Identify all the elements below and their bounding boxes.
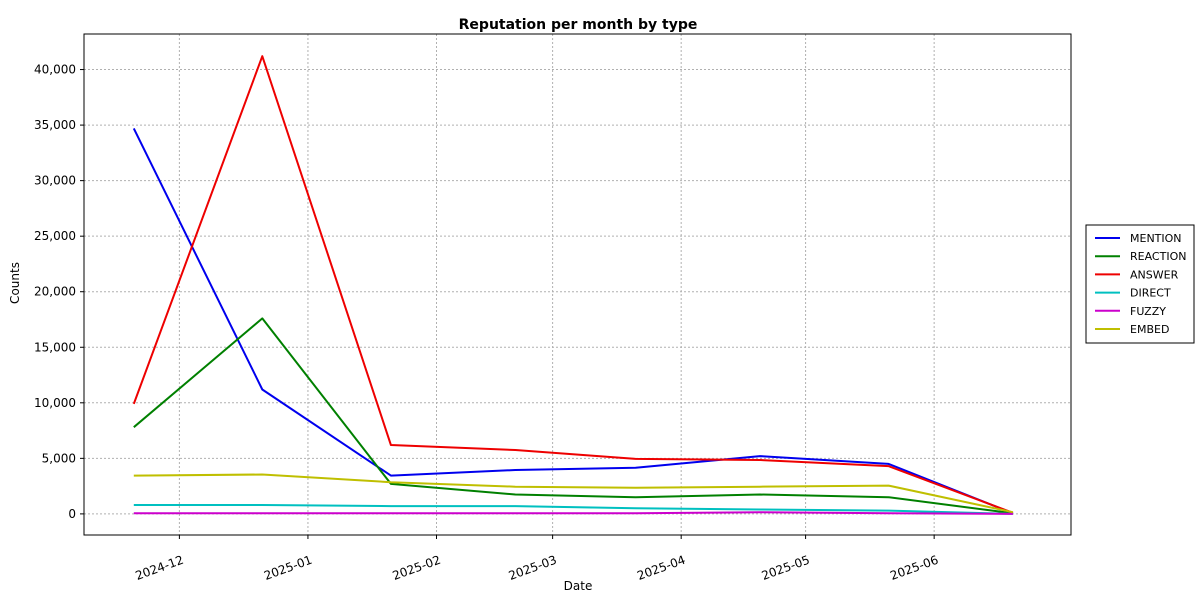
x-axis-ticks: 2024-12 2025-01 2025-02 2025-03 2025-04 2025-… [134, 535, 940, 583]
x-tick-label: 2025-02 [391, 553, 443, 583]
legend-label-direct: DIRECT [1130, 287, 1171, 300]
y-tick-label: 10,000 [34, 396, 76, 410]
legend-label-embed: EMBED [1130, 323, 1169, 336]
series-line-answer [132, 55, 1014, 514]
legend-label-mention: MENTION [1130, 232, 1182, 245]
y-axis-ticks: 0 5,000 10,000 15,000 20,000 25,000 30,000 35,0… [34, 63, 84, 521]
series-line-reaction [133, 317, 1014, 515]
x-axis-label: Date [564, 579, 593, 593]
y-axis-label: Counts [8, 262, 22, 304]
series-line-fuzzy [133, 511, 1013, 515]
x-tick-label: 2025-01 [262, 553, 314, 583]
legend: MENTION REACTION ANSWER DIRECT FUZZY EMBED [1085, 224, 1195, 344]
legend-label-fuzzy: FUZZY [1130, 305, 1166, 318]
chart-title: Reputation per month by type [459, 17, 698, 33]
y-tick-label: 5,000 [42, 451, 76, 465]
plot-area-frame [83, 33, 1072, 536]
legend-label-reaction: REACTION [1130, 250, 1186, 263]
x-tick-label: 2025-06 [888, 553, 940, 583]
series-line-embed [133, 473, 1014, 514]
y-tick-label: 25,000 [34, 229, 76, 243]
legend-label-answer: ANSWER [1130, 268, 1179, 281]
y-tick-label: 30,000 [34, 174, 76, 188]
x-tick-label: 2025-05 [760, 553, 812, 583]
series-lines [132, 55, 1014, 515]
y-tick-label: 35,000 [34, 118, 76, 132]
x-tick-label: 2025-04 [635, 553, 687, 583]
legend-box [1085, 224, 1195, 344]
x-tick-label: 2024-12 [134, 553, 186, 583]
y-tick-label: 20,000 [34, 285, 76, 299]
y-tick-label: 15,000 [34, 340, 76, 354]
y-tick-label: 40,000 [34, 63, 76, 77]
x-tick-label: 2025-03 [507, 553, 559, 583]
grid [84, 34, 1071, 535]
series-line-direct [133, 504, 1013, 515]
y-tick-label: 0 [68, 507, 76, 521]
series-line-mention [132, 127, 1014, 515]
